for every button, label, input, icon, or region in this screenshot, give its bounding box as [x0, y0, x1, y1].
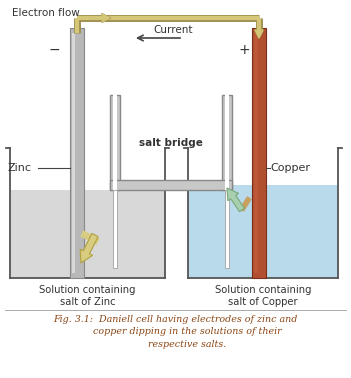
Bar: [72, 33, 75, 273]
Bar: [225, 94, 229, 196]
Bar: [222, 95, 232, 190]
Bar: [70, 28, 84, 278]
Bar: [254, 33, 258, 273]
Bar: [225, 190, 229, 268]
Text: Zinc: Zinc: [8, 163, 32, 173]
Text: +: +: [238, 43, 250, 57]
Text: −: −: [48, 43, 60, 57]
Bar: [110, 95, 120, 190]
Bar: [252, 28, 266, 278]
Bar: [113, 190, 117, 268]
Bar: [10, 190, 165, 278]
Text: Solution containing
salt of Zinc: Solution containing salt of Zinc: [39, 285, 136, 307]
Bar: [188, 185, 338, 278]
Text: Solution containing
salt of Copper: Solution containing salt of Copper: [215, 285, 311, 307]
Text: Electron flow: Electron flow: [12, 8, 80, 18]
Text: Copper: Copper: [270, 163, 310, 173]
Text: Current: Current: [153, 25, 193, 35]
Text: salt bridge: salt bridge: [139, 138, 203, 147]
Bar: [113, 94, 117, 196]
Text: Fig. 3.1:  Daniell cell having electrodes of zinc and
        copper dipping in : Fig. 3.1: Daniell cell having electrodes…: [53, 315, 297, 349]
FancyArrow shape: [227, 188, 245, 212]
FancyArrow shape: [80, 234, 98, 263]
Bar: [110, 180, 232, 190]
